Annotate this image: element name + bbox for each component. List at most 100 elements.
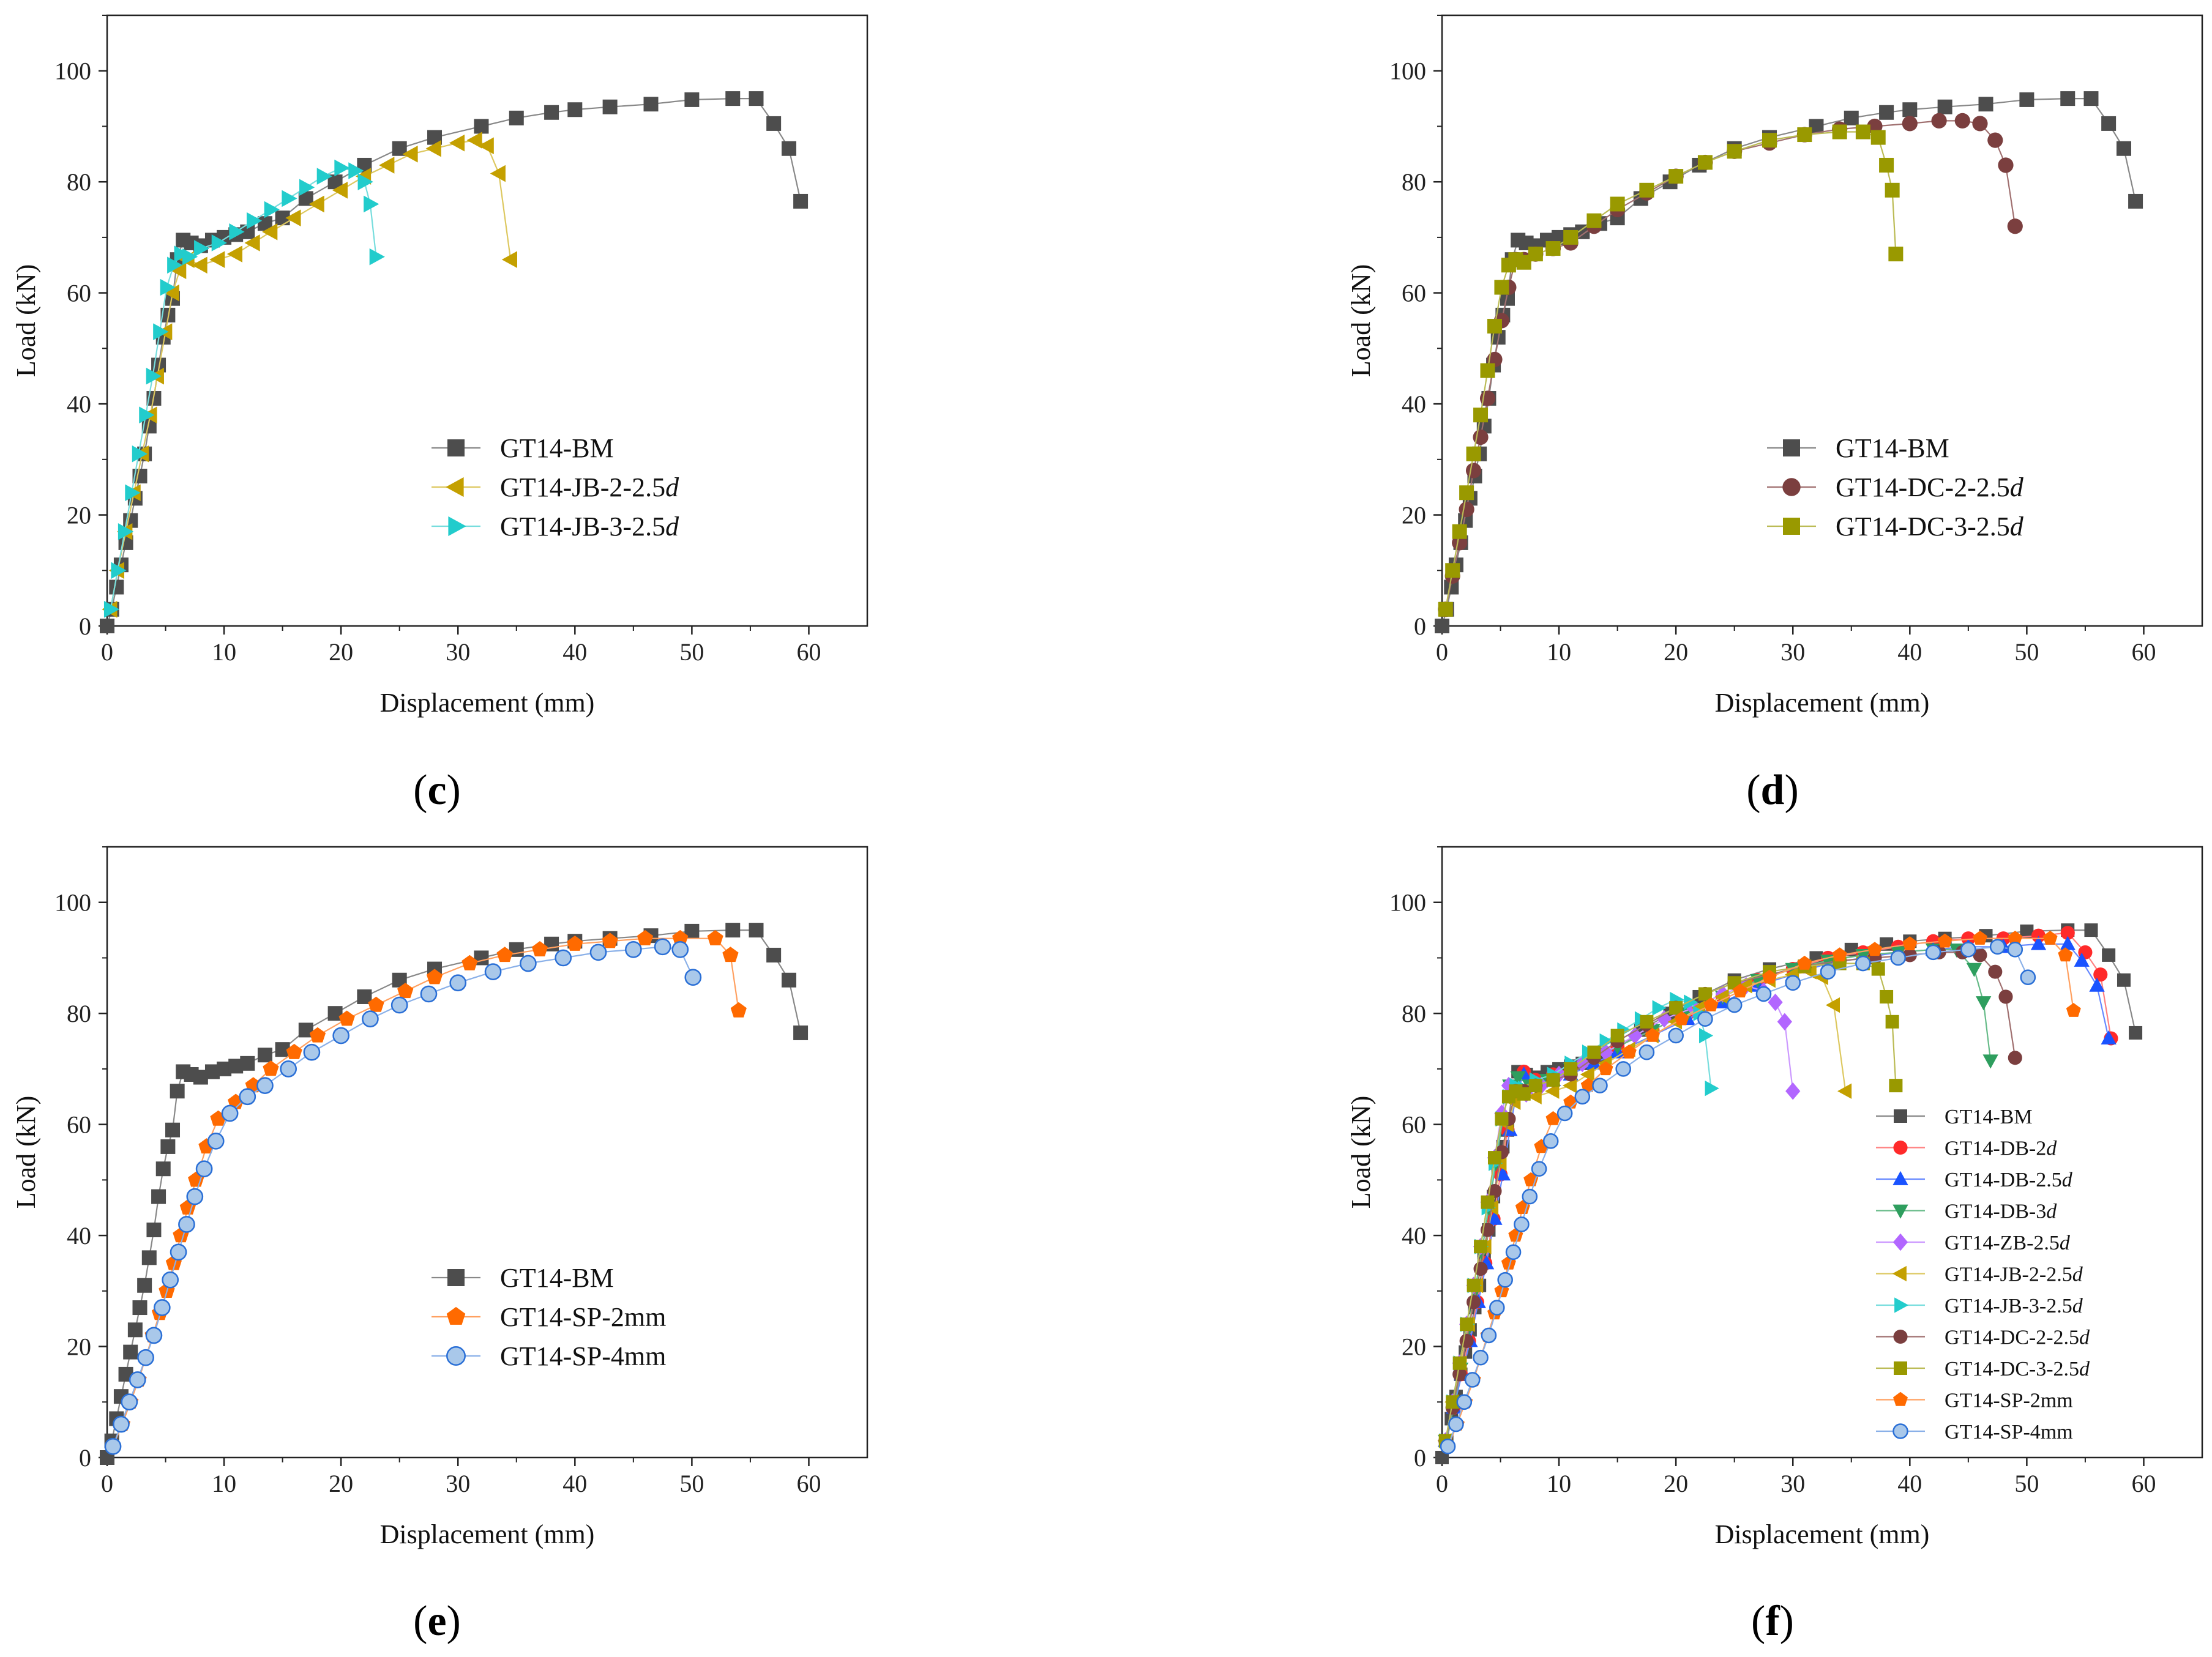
- data-point: [1465, 463, 1482, 478]
- data-point: [1954, 113, 1970, 128]
- data-point: [1467, 1278, 1481, 1292]
- data-point: [194, 240, 210, 257]
- data-point: [1459, 485, 1474, 501]
- series-sp4: [1440, 939, 2036, 1454]
- data-point: [1832, 124, 1847, 140]
- data-point: [1474, 1240, 1488, 1254]
- data-point: [1435, 1451, 1449, 1464]
- data-point: [165, 1122, 181, 1138]
- data-point: [793, 193, 809, 209]
- y-tick-label: 40: [67, 1222, 91, 1249]
- data-point: [1976, 996, 1992, 1011]
- data-point: [1832, 947, 1847, 962]
- data-point: [1638, 1044, 1655, 1060]
- data-point: [466, 132, 482, 149]
- x-tick-label: 0: [101, 1470, 113, 1497]
- data-point: [127, 1322, 143, 1338]
- x-tick-label: 30: [446, 638, 470, 666]
- data-point: [362, 1010, 379, 1028]
- legend-label: GT14-DC-2-2.5d: [1945, 1327, 2090, 1349]
- data-point: [145, 1327, 163, 1344]
- data-point: [316, 168, 332, 185]
- data-point: [146, 1223, 162, 1238]
- y-tick-label: 100: [1389, 58, 1426, 85]
- data-point: [153, 1299, 171, 1316]
- data-point: [478, 137, 494, 155]
- legend-marker: [1892, 1265, 1907, 1282]
- data-point: [1522, 1188, 1538, 1205]
- x-tick-label: 60: [2131, 1470, 2156, 1497]
- data-point: [484, 963, 502, 980]
- legend-entry: GT14-DC-3-2.5d: [1876, 1358, 2090, 1380]
- x-axis-label: Displacement (mm): [1715, 1519, 1930, 1549]
- data-point: [1989, 939, 2006, 955]
- legend-entry: GT14-ZB-2.5d: [1876, 1232, 2071, 1254]
- panel-label-f: (f): [1751, 1598, 1794, 1645]
- legend-entry: GT14-BM: [432, 1263, 614, 1293]
- data-point: [1879, 157, 1894, 173]
- data-point: [1580, 1078, 1596, 1092]
- data-point: [308, 195, 324, 213]
- data-point: [1902, 116, 1918, 132]
- data-point: [1998, 157, 2014, 173]
- legend-entry: GT14-SP-4mm: [1876, 1421, 2073, 1443]
- series-jb3: [103, 159, 385, 618]
- data-point: [602, 933, 618, 948]
- x-tick-label: 10: [1547, 1470, 1571, 1497]
- x-tick-label: 0: [1436, 638, 1448, 666]
- legend-label: GT14-JB-2-2.5d: [500, 472, 679, 502]
- data-point: [425, 140, 441, 157]
- data-point: [1937, 933, 1952, 948]
- legend-marker: [1893, 1391, 1908, 1406]
- y-tick-label: 100: [1389, 889, 1426, 917]
- data-point: [1467, 1295, 1481, 1309]
- data-point: [286, 1043, 302, 1059]
- legend: GT14-BM GT14-JB-2-2.5d GT14-JB-3-2.5d: [432, 433, 679, 542]
- data-point: [1888, 247, 1904, 262]
- data-point: [1777, 1013, 1792, 1031]
- data-point: [1452, 524, 1467, 539]
- legend-label: GT14-JB-2-2.5d: [1945, 1264, 2083, 1286]
- data-point: [244, 234, 260, 251]
- data-point: [749, 923, 764, 938]
- x-tick-label: 30: [1780, 638, 1805, 666]
- data-point: [2117, 973, 2131, 987]
- y-tick-label: 40: [67, 390, 91, 418]
- y-tick-label: 20: [1402, 502, 1426, 529]
- legend-label: GT14-ZB-2.5d: [1945, 1232, 2071, 1254]
- data-point: [207, 1133, 225, 1150]
- data-point: [240, 1056, 255, 1071]
- data-point: [544, 105, 559, 120]
- y-tick-label: 40: [1402, 1222, 1426, 1249]
- data-point: [1528, 247, 1543, 262]
- legend-marker: [1893, 1140, 1908, 1155]
- data-point: [766, 947, 782, 963]
- data-point: [118, 523, 134, 540]
- data-point: [1528, 1079, 1542, 1093]
- data-point: [1487, 1151, 1501, 1165]
- legend-label: GT14-DC-3-2.5d: [1945, 1358, 2090, 1380]
- data-point: [1825, 997, 1840, 1013]
- data-point: [1674, 1011, 1689, 1026]
- legend-entry: GT14-BM: [432, 433, 614, 463]
- legend-entry: GT14-BM: [1767, 433, 1949, 463]
- series-line: [1441, 98, 2137, 627]
- data-point: [1844, 110, 1859, 125]
- legend-marker: [448, 516, 466, 537]
- legend-entry: GT14-JB-3-2.5d: [432, 512, 679, 542]
- series-line: [106, 98, 802, 627]
- data-point: [338, 1010, 355, 1026]
- y-tick-label: 60: [1402, 280, 1426, 307]
- series-bm: [1435, 91, 2143, 633]
- data-point: [643, 97, 659, 112]
- data-point: [1998, 989, 2013, 1004]
- data-point: [160, 278, 176, 296]
- data-point: [1495, 1166, 1511, 1181]
- data-point: [146, 367, 162, 385]
- x-tick-label: 50: [2014, 638, 2039, 666]
- x-tick-label: 50: [679, 1470, 704, 1497]
- data-point: [1797, 127, 1812, 143]
- legend-label: GT14-BM: [500, 433, 614, 463]
- data-point: [132, 445, 148, 463]
- data-point: [139, 406, 155, 424]
